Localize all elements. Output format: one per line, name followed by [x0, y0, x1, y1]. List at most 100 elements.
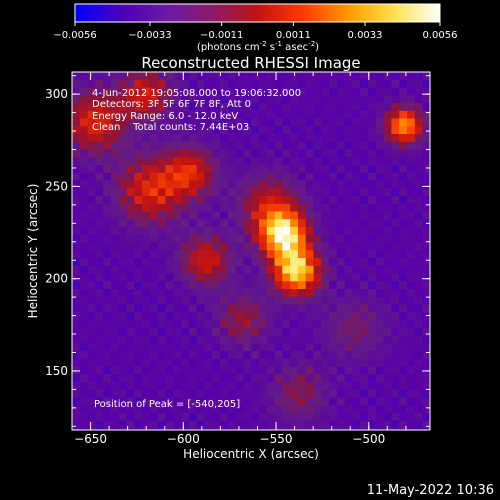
heatmap-cell: [157, 211, 167, 220]
heatmap-cell: [297, 397, 307, 406]
heatmap-cell: [305, 180, 315, 189]
heatmap-cell: [204, 358, 213, 368]
heatmap-cell: [196, 157, 206, 166]
heatmap-cell: [227, 351, 237, 360]
heatmap-cell: [391, 281, 400, 290]
heatmap-cell: [344, 118, 354, 127]
heatmap-cell: [407, 304, 416, 313]
heatmap-cell: [383, 366, 392, 375]
heatmap-cell: [87, 141, 96, 151]
heatmap-cell: [368, 203, 377, 213]
heatmap-cell: [134, 87, 143, 96]
heatmap-cell: [360, 374, 369, 383]
heatmap-cell: [274, 405, 283, 414]
heatmap-cell: [375, 157, 385, 166]
heatmap-cell: [407, 141, 416, 151]
heatmap-cell: [95, 304, 104, 313]
heatmap-cell: [181, 335, 190, 344]
heatmap-cell: [212, 79, 221, 89]
heatmap-cell: [391, 405, 400, 414]
heatmap-cell: [243, 374, 252, 383]
heatmap-cell: [391, 165, 400, 174]
heatmap-cell: [103, 118, 112, 127]
heatmap-cell: [375, 289, 385, 298]
heatmap-cell: [188, 242, 198, 251]
heatmap-cell: [111, 157, 120, 166]
heatmap-cell: [360, 79, 369, 89]
heatmap-cell: [368, 351, 377, 360]
heatmap-cell: [188, 389, 198, 399]
heatmap-cell: [149, 265, 159, 275]
heatmap-cell: [181, 79, 190, 89]
heatmap-cell: [313, 188, 322, 197]
heatmap-cell: [118, 304, 128, 313]
heatmap-cell: [79, 242, 89, 251]
heatmap-cell: [118, 180, 128, 189]
heatmap-cell: [360, 87, 369, 96]
heatmap-cell: [126, 296, 135, 306]
heatmap-cell: [188, 95, 198, 104]
heatmap-cell: [313, 110, 322, 120]
heatmap-cell: [173, 180, 182, 189]
heatmap-cell: [227, 428, 237, 430]
heatmap-cell: [79, 312, 89, 321]
heatmap-cell: [235, 265, 244, 275]
heatmap-cell: [212, 304, 221, 313]
heatmap-cell: [282, 242, 291, 251]
heatmap-cell: [126, 149, 135, 158]
heatmap-cell: [134, 134, 143, 143]
heatmap-cell: [422, 358, 430, 368]
heatmap-cell: [157, 242, 167, 251]
heatmap-cell: [430, 134, 438, 142]
heatmap-cell: [251, 320, 260, 329]
heatmap-cell: [157, 382, 167, 391]
heatmap-cell: [259, 196, 268, 205]
heatmap-cell: [95, 95, 104, 104]
heatmap-cell: [422, 196, 430, 205]
heatmap-cell: [321, 203, 330, 213]
heatmap-cell: [165, 149, 174, 158]
heatmap-cell: [142, 149, 151, 158]
heatmap-cell: [266, 95, 276, 104]
heatmap-cell: [87, 227, 96, 236]
heatmap-cell: [305, 413, 315, 422]
heatmap-cell: [149, 188, 159, 197]
heatmap-cell: [149, 304, 159, 313]
heatmap-cell: [79, 358, 89, 368]
heatmap-cell: [305, 95, 315, 104]
heatmap-cell: [196, 405, 206, 414]
heatmap-cell: [173, 320, 182, 329]
heatmap-cell: [212, 281, 221, 290]
heatmap-cell: [157, 366, 167, 375]
heatmap-cell: [259, 103, 268, 112]
heatmap-cell: [274, 227, 283, 236]
heatmap-cell: [414, 196, 424, 205]
heatmap-cell: [430, 126, 438, 134]
heatmap-cell: [251, 172, 260, 182]
heatmap-cell: [87, 296, 96, 306]
heatmap-cell: [399, 312, 408, 321]
heatmap-cell: [368, 211, 377, 220]
heatmap-cell: [313, 296, 322, 306]
heatmap-cell: [251, 312, 260, 321]
heatmap-cell: [274, 172, 283, 182]
heatmap-cell: [344, 366, 354, 375]
heatmap-cell: [329, 273, 338, 282]
heatmap-cell: [95, 405, 104, 414]
heatmap-cell: [149, 258, 159, 267]
heatmap-cell: [204, 312, 213, 321]
heatmap-cell: [274, 188, 283, 197]
heatmap-cell: [329, 320, 338, 329]
heatmap-cell: [383, 95, 392, 104]
heatmap-cell: [383, 72, 392, 81]
heatmap-cell: [407, 72, 416, 81]
heatmap-cell: [188, 351, 198, 360]
heatmap-cell: [352, 413, 361, 422]
heatmap-cell: [181, 134, 190, 143]
heatmap-cell: [126, 157, 135, 166]
heatmap-cell: [414, 165, 424, 174]
heatmap-cell: [336, 165, 346, 174]
heatmap-cell: [336, 265, 346, 275]
heatmap-cell: [407, 389, 416, 399]
heatmap-cell: [173, 358, 182, 368]
